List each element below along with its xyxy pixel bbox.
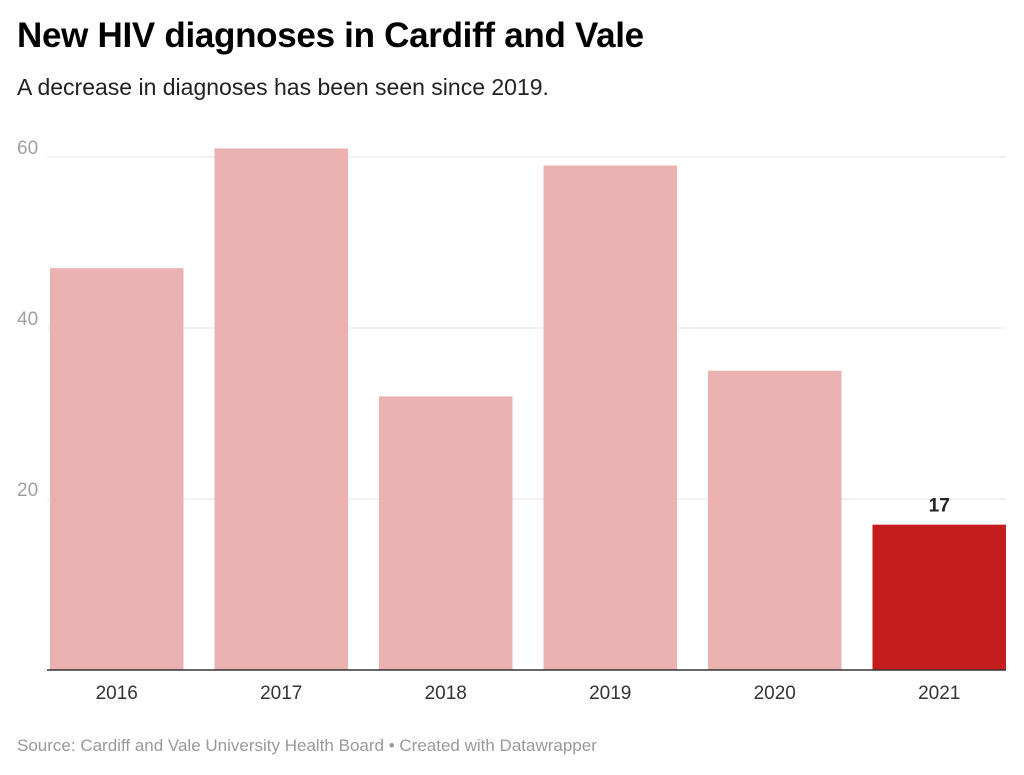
chart-subtitle: A decrease in diagnoses has been seen si… xyxy=(17,74,549,100)
bar-2020 xyxy=(708,370,842,670)
source-text: Cardiff and Vale University Health Board xyxy=(80,736,384,755)
data-label-2021: 17 xyxy=(929,496,950,517)
source-label: Source: xyxy=(17,736,76,755)
bar-2021 xyxy=(872,524,1006,670)
bar-2016 xyxy=(50,268,184,670)
chart-title: New HIV diagnoses in Cardiff and Vale xyxy=(17,16,644,55)
labels: 20 40 60 2016 2017 2018 2019 2020 2021 17 xyxy=(17,138,960,704)
x-tick-label-2017: 2017 xyxy=(260,683,302,704)
x-tick-label-2018: 2018 xyxy=(425,683,467,704)
gridlines xyxy=(47,156,1006,500)
bar-2019 xyxy=(543,165,677,671)
footer-separator: • xyxy=(388,736,395,755)
x-tick-label-2021: 2021 xyxy=(918,683,960,704)
x-tick-label-2019: 2019 xyxy=(589,683,631,704)
bar-2018 xyxy=(379,396,513,670)
bar-2017 xyxy=(214,148,348,670)
x-tick-label-2020: 2020 xyxy=(754,683,796,704)
x-tick-label-2016: 2016 xyxy=(96,683,138,704)
y-tick-label-20: 20 xyxy=(17,480,38,501)
credit-text: Created with Datawrapper xyxy=(399,736,597,755)
bars xyxy=(50,148,1006,671)
chart-footer: Source: Cardiff and Vale University Heal… xyxy=(17,736,597,756)
y-tick-label-40: 40 xyxy=(17,309,38,330)
y-tick-label-60: 60 xyxy=(17,138,38,159)
